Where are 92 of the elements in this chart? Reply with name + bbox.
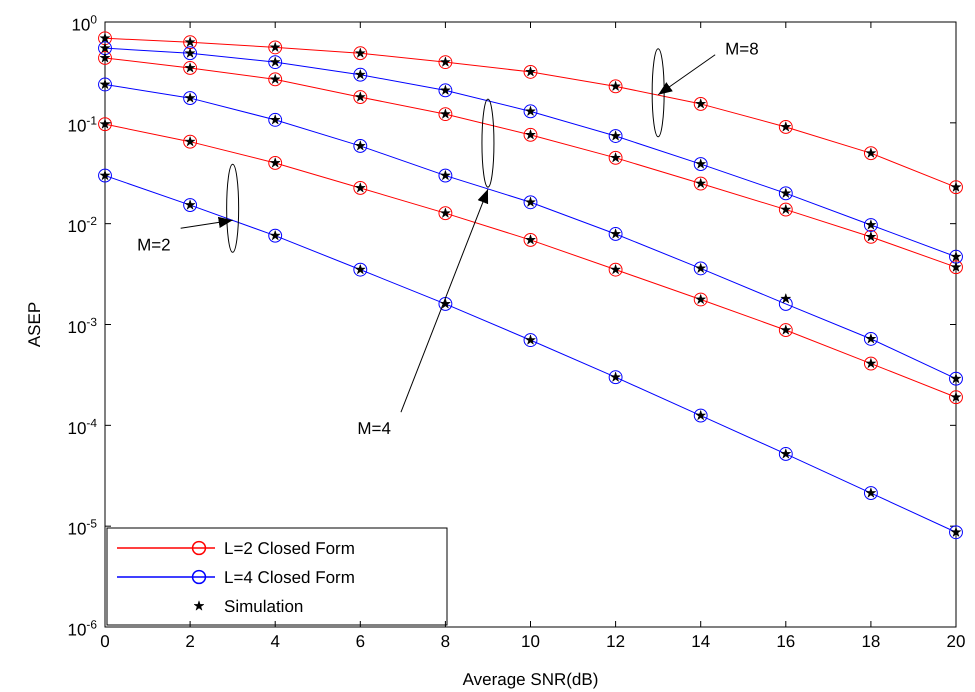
point <box>353 46 368 60</box>
x-tick-label: 10 <box>521 632 540 652</box>
point <box>778 186 793 200</box>
x-tick-label: 14 <box>691 632 710 652</box>
point <box>524 64 538 79</box>
y-axis-title: ASEP <box>25 302 44 348</box>
point <box>778 323 793 338</box>
point <box>438 83 452 98</box>
y-tick-label: 10$^{-5}$ <box>68 516 98 539</box>
point <box>98 31 112 46</box>
point <box>694 261 708 276</box>
point <box>778 202 793 216</box>
point <box>949 260 963 274</box>
point <box>864 218 878 232</box>
point <box>98 78 112 92</box>
point <box>524 104 538 118</box>
x-tick-label: 12 <box>606 632 626 652</box>
y-tick-label: 10$^{-1}$ <box>68 113 98 136</box>
point <box>268 228 282 243</box>
point <box>608 227 623 241</box>
point <box>353 181 368 195</box>
point <box>183 91 198 105</box>
point <box>183 35 198 50</box>
point <box>268 72 282 86</box>
point <box>694 97 708 111</box>
x-tick-label: 6 <box>356 632 366 652</box>
point <box>268 156 282 170</box>
x-tick-label: 18 <box>861 632 880 652</box>
y-tick-label: 10$^{0}$ <box>71 12 98 34</box>
point <box>864 332 878 346</box>
point <box>183 198 198 212</box>
point <box>524 333 538 348</box>
point <box>438 297 452 311</box>
point <box>353 139 368 153</box>
y-tick-label: 10$^{-2}$ <box>68 214 98 236</box>
point <box>524 128 538 142</box>
point <box>183 134 198 149</box>
point <box>268 40 282 54</box>
point <box>608 262 623 277</box>
y-tick-label: 10$^{-3}$ <box>68 315 98 337</box>
point <box>98 41 112 56</box>
x-tick-label: 16 <box>776 632 796 652</box>
point <box>864 356 878 370</box>
legend-label: L=2 Closed Form <box>224 539 355 558</box>
point <box>864 230 878 244</box>
point <box>353 262 368 277</box>
point <box>183 61 198 75</box>
point <box>438 55 452 70</box>
point <box>608 150 623 165</box>
point <box>353 90 368 104</box>
point <box>949 180 963 194</box>
annotation: M=8 <box>725 40 759 59</box>
x-tick-label: 0 <box>100 632 110 652</box>
point <box>98 51 112 65</box>
point <box>864 486 878 500</box>
point <box>438 107 452 122</box>
point <box>778 120 793 134</box>
point <box>98 168 112 182</box>
x-tick-label: 20 <box>946 632 966 652</box>
x-tick-label: 4 <box>270 632 280 652</box>
point <box>98 117 112 132</box>
point <box>608 370 623 384</box>
point <box>694 408 708 422</box>
point <box>438 168 452 182</box>
point <box>524 195 538 210</box>
point <box>353 68 368 82</box>
point <box>864 146 878 160</box>
point <box>438 206 452 220</box>
point <box>608 79 623 94</box>
point <box>949 390 963 404</box>
point <box>694 292 708 306</box>
x-axis-title: Average SNR(dB) <box>462 670 598 689</box>
point <box>778 447 793 461</box>
annotation: M=2 <box>137 235 171 254</box>
point <box>524 232 538 247</box>
x-tick-label: 8 <box>440 632 450 652</box>
annotation: M=4 <box>357 419 391 438</box>
point <box>268 55 282 70</box>
point <box>949 250 963 264</box>
point <box>608 129 623 143</box>
x-tick-label: 2 <box>185 632 195 652</box>
point <box>694 157 708 171</box>
legend-label: L=4 Closed Form <box>224 568 355 587</box>
point <box>268 112 282 127</box>
point <box>694 176 708 190</box>
point <box>949 525 963 540</box>
point <box>778 297 793 311</box>
point <box>183 46 198 60</box>
y-tick-label: 10$^{-4}$ <box>68 416 98 438</box>
point <box>949 372 963 386</box>
legend-label: Simulation <box>224 597 304 616</box>
y-tick-label: 10$^{-6}$ <box>68 618 98 640</box>
